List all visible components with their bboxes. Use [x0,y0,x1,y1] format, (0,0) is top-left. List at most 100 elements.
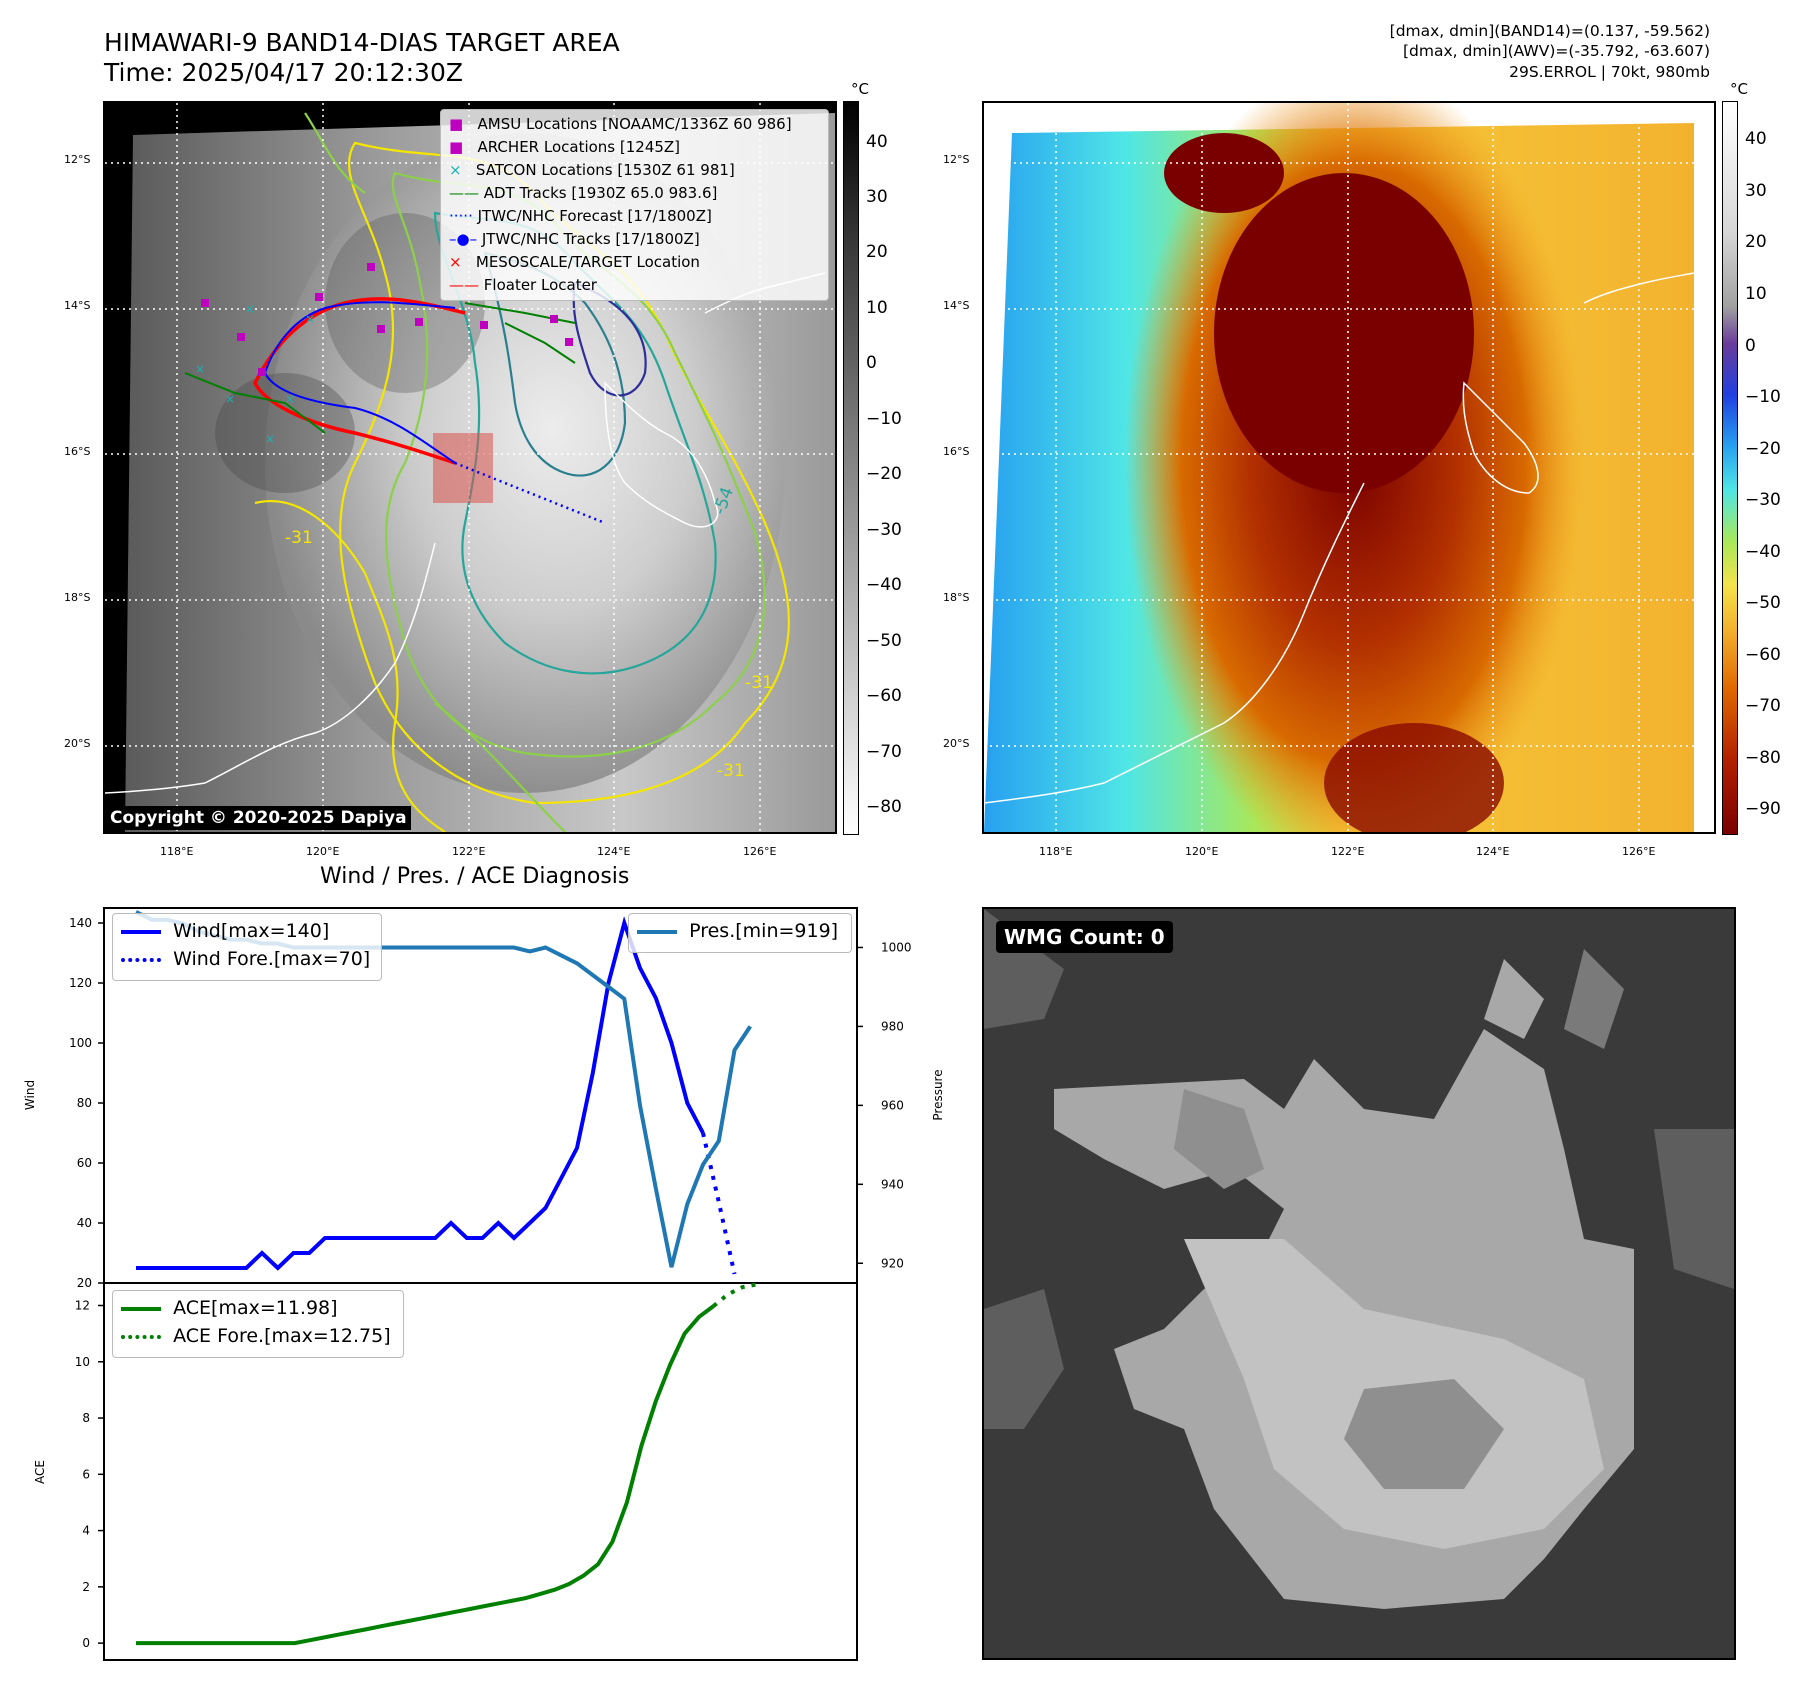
legend-satcon: × SATCON Locations [1530Z 61 981] [449,161,735,179]
colorbar-tick-label: −90 [1745,799,1781,820]
lat-label: 18°S [64,591,91,604]
pressure-y-tick-label: 1000 [881,940,912,954]
legend-mesoscale: × MESOSCALE/TARGET Location [449,253,700,271]
chart-time: Time: 2025/04/17 20:12:30Z [104,58,463,87]
wind-y-tick-label: 140 [69,916,92,930]
ace-y-tick-label: 0 [82,1636,90,1650]
lon-label: 122°E [452,845,486,858]
satcon-markers: × × × × × × [195,302,315,446]
wind-y-tick-label: 120 [69,976,92,990]
colorbar-tick-label: 30 [866,186,888,207]
lat-label: 12°S [64,153,91,166]
map-legend: ■ AMSU Locations [NOAAMC/1336Z 60 986] ■… [440,109,829,301]
ace-y-tick-label: 2 [82,1580,90,1594]
colorbar-tick-label: −40 [1745,541,1781,562]
ace-axis-label: ACE [33,1460,47,1484]
colorbar-tick-label: −10 [1745,387,1781,408]
lat-label: 20°S [64,737,91,750]
lon-label: 126°E [1622,845,1656,858]
colorbar-tick-label: −20 [866,464,902,485]
lat-label: 14°S [64,299,91,312]
colorbar-tick-label: −60 [866,686,902,707]
legend-jtwc-tracks: –●– JTWC/NHC Tracks [17/1800Z] [449,230,700,248]
legend-pressure: Pres.[min=919] [637,920,838,942]
colorbar-tick-label: 30 [1745,180,1767,201]
legend-floater: —— Floater Locater [449,276,597,294]
svg-text:×: × [225,392,235,406]
jtwc-forecast [454,461,606,525]
lat-label: 20°S [943,737,970,750]
colorbar-tick-label: 20 [1745,232,1767,253]
ir-map-panel: × × × × × × Copyright © 2020-2025 Dapiya -31… [103,101,837,834]
copyright-label: Copyright © 2020-2025 Dapiya [106,806,411,830]
legend-ace-forecast: ACE Fore.[max=12.75] [121,1325,391,1347]
amsu-markers [201,263,573,376]
colorbar-unit: °C [1730,80,1748,98]
lon-label: 118°E [1039,845,1073,858]
colorbar-tick-label: −50 [866,630,902,651]
svg-text:×: × [265,432,275,446]
pressure-y-tick-label: 960 [881,1098,904,1112]
lon-label: 122°E [1331,845,1365,858]
lon-label: 124°E [1476,845,1510,858]
colorbar-tick-label: 20 [866,242,888,263]
contour-label: -31 [717,761,745,781]
colorbar-tick-label: 40 [866,131,888,152]
colorbar-tick-label: −30 [866,519,902,540]
colorbar-tick-label: −10 [866,408,902,429]
legend-archer: ■ ARCHER Locations [1245Z] [449,138,681,156]
colorbar-tick-label: 10 [866,297,888,318]
wmg-count-badge: WMG Count: 0 [996,921,1173,953]
colorbar-tick-label: −30 [1745,490,1781,511]
awv-map-image [984,103,1714,832]
svg-text:×: × [245,302,255,316]
pressure-y-tick-label: 940 [881,1177,904,1191]
legend-ace: ACE[max=11.98] [121,1297,338,1319]
target-area-box [433,433,493,503]
adt-tracks [184,302,576,434]
colorbar-tick-label: −20 [1745,438,1781,459]
legend-jtwc-forecast: ····· JTWC/NHC Forecast [17/1800Z] [449,207,712,225]
info-awv: [dmax, dmin](AWV)=(-35.792, -63.607) [1403,42,1710,60]
wind-forecast-line [701,1132,737,1275]
lon-label: 120°E [1185,845,1219,858]
svg-text:×: × [305,312,315,326]
lat-label: 16°S [64,445,91,458]
diagnosis-title: Wind / Pres. / ACE Diagnosis [320,864,630,889]
pressure-y-tick-label: 980 [881,1019,904,1033]
colorbar-tick-label: −40 [866,575,902,596]
awv-map-panel [982,101,1716,834]
lon-label: 118°E [160,845,194,858]
wind-y-tick-label: 80 [77,1096,92,1110]
wind-y-tick-label: 60 [77,1156,92,1170]
colorbar-tick-label: 0 [866,353,877,374]
colorbar-tick-label: −50 [1745,593,1781,614]
legend-adt: —— ADT Tracks [1930Z 65.0 983.6] [449,184,718,202]
ace-y-tick-label: 4 [82,1524,90,1538]
colorbar-tick-label: −80 [1745,747,1781,768]
pressure-axis-label: Pressure [931,1069,945,1120]
colorbar-tick-label: −70 [1745,696,1781,717]
lon-label: 126°E [743,845,777,858]
awv-colorbar [1722,101,1738,835]
colorbar-tick-label: 40 [1745,129,1767,150]
ace-y-tick-label: 8 [82,1411,90,1425]
lat-label: 16°S [943,445,970,458]
wind-legend: Wind[max=140] Wind Fore.[max=70] [112,913,382,981]
wmg-image [984,909,1734,1609]
info-band14: [dmax, dmin](BAND14)=(0.137, -59.562) [1389,22,1710,40]
colorbar-tick-label: −60 [1745,644,1781,665]
lon-label: 120°E [306,845,340,858]
svg-text:×: × [285,392,295,406]
ace-y-tick-label: 12 [75,1299,90,1313]
wind-y-tick-label: 100 [69,1036,92,1050]
lat-label: 12°S [943,153,970,166]
wind-axis-label: Wind [23,1080,37,1110]
pressure-y-tick-label: 920 [881,1256,904,1270]
colorbar-tick-label: 10 [1745,284,1767,304]
lat-label: 18°S [943,591,970,604]
wind-y-tick-label: 40 [77,1216,92,1230]
pressure-legend: Pres.[min=919] [628,913,852,953]
wind-y-tick-label: 20 [77,1276,92,1290]
legend-amsu: ■ AMSU Locations [NOAAMC/1336Z 60 986] [449,115,792,133]
